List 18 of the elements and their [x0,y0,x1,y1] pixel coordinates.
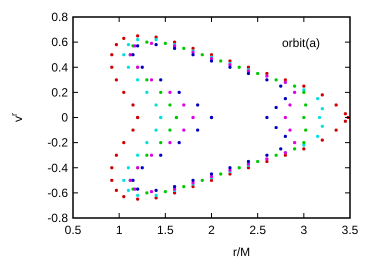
y-tick-label: 0.6 [51,35,68,50]
y-tick-label: 0 [61,110,68,124]
x-tick-label: 3.5 [342,223,359,237]
y-tick-label: -0.2 [47,136,68,150]
y-tick-label: 0.4 [51,60,68,74]
annotation: orbit(a) [282,36,320,50]
y-tick-label: -0.8 [47,211,68,225]
x-axis-title: r/M [232,245,250,259]
x-tick-label: 2 [208,223,216,237]
y-tick-label: 0.8 [51,10,68,24]
x-tick-label: 1 [116,223,123,237]
x-tick-label: 1.5 [156,223,174,237]
y-tick-label: 0.2 [51,85,68,100]
y-tick-label: -0.4 [47,160,68,175]
x-tick-label: 0.5 [64,223,82,237]
x-tick-label: 2.5 [249,223,266,237]
x-tick-label: 3 [300,223,308,237]
y-tick-label: -0.6 [47,186,68,200]
